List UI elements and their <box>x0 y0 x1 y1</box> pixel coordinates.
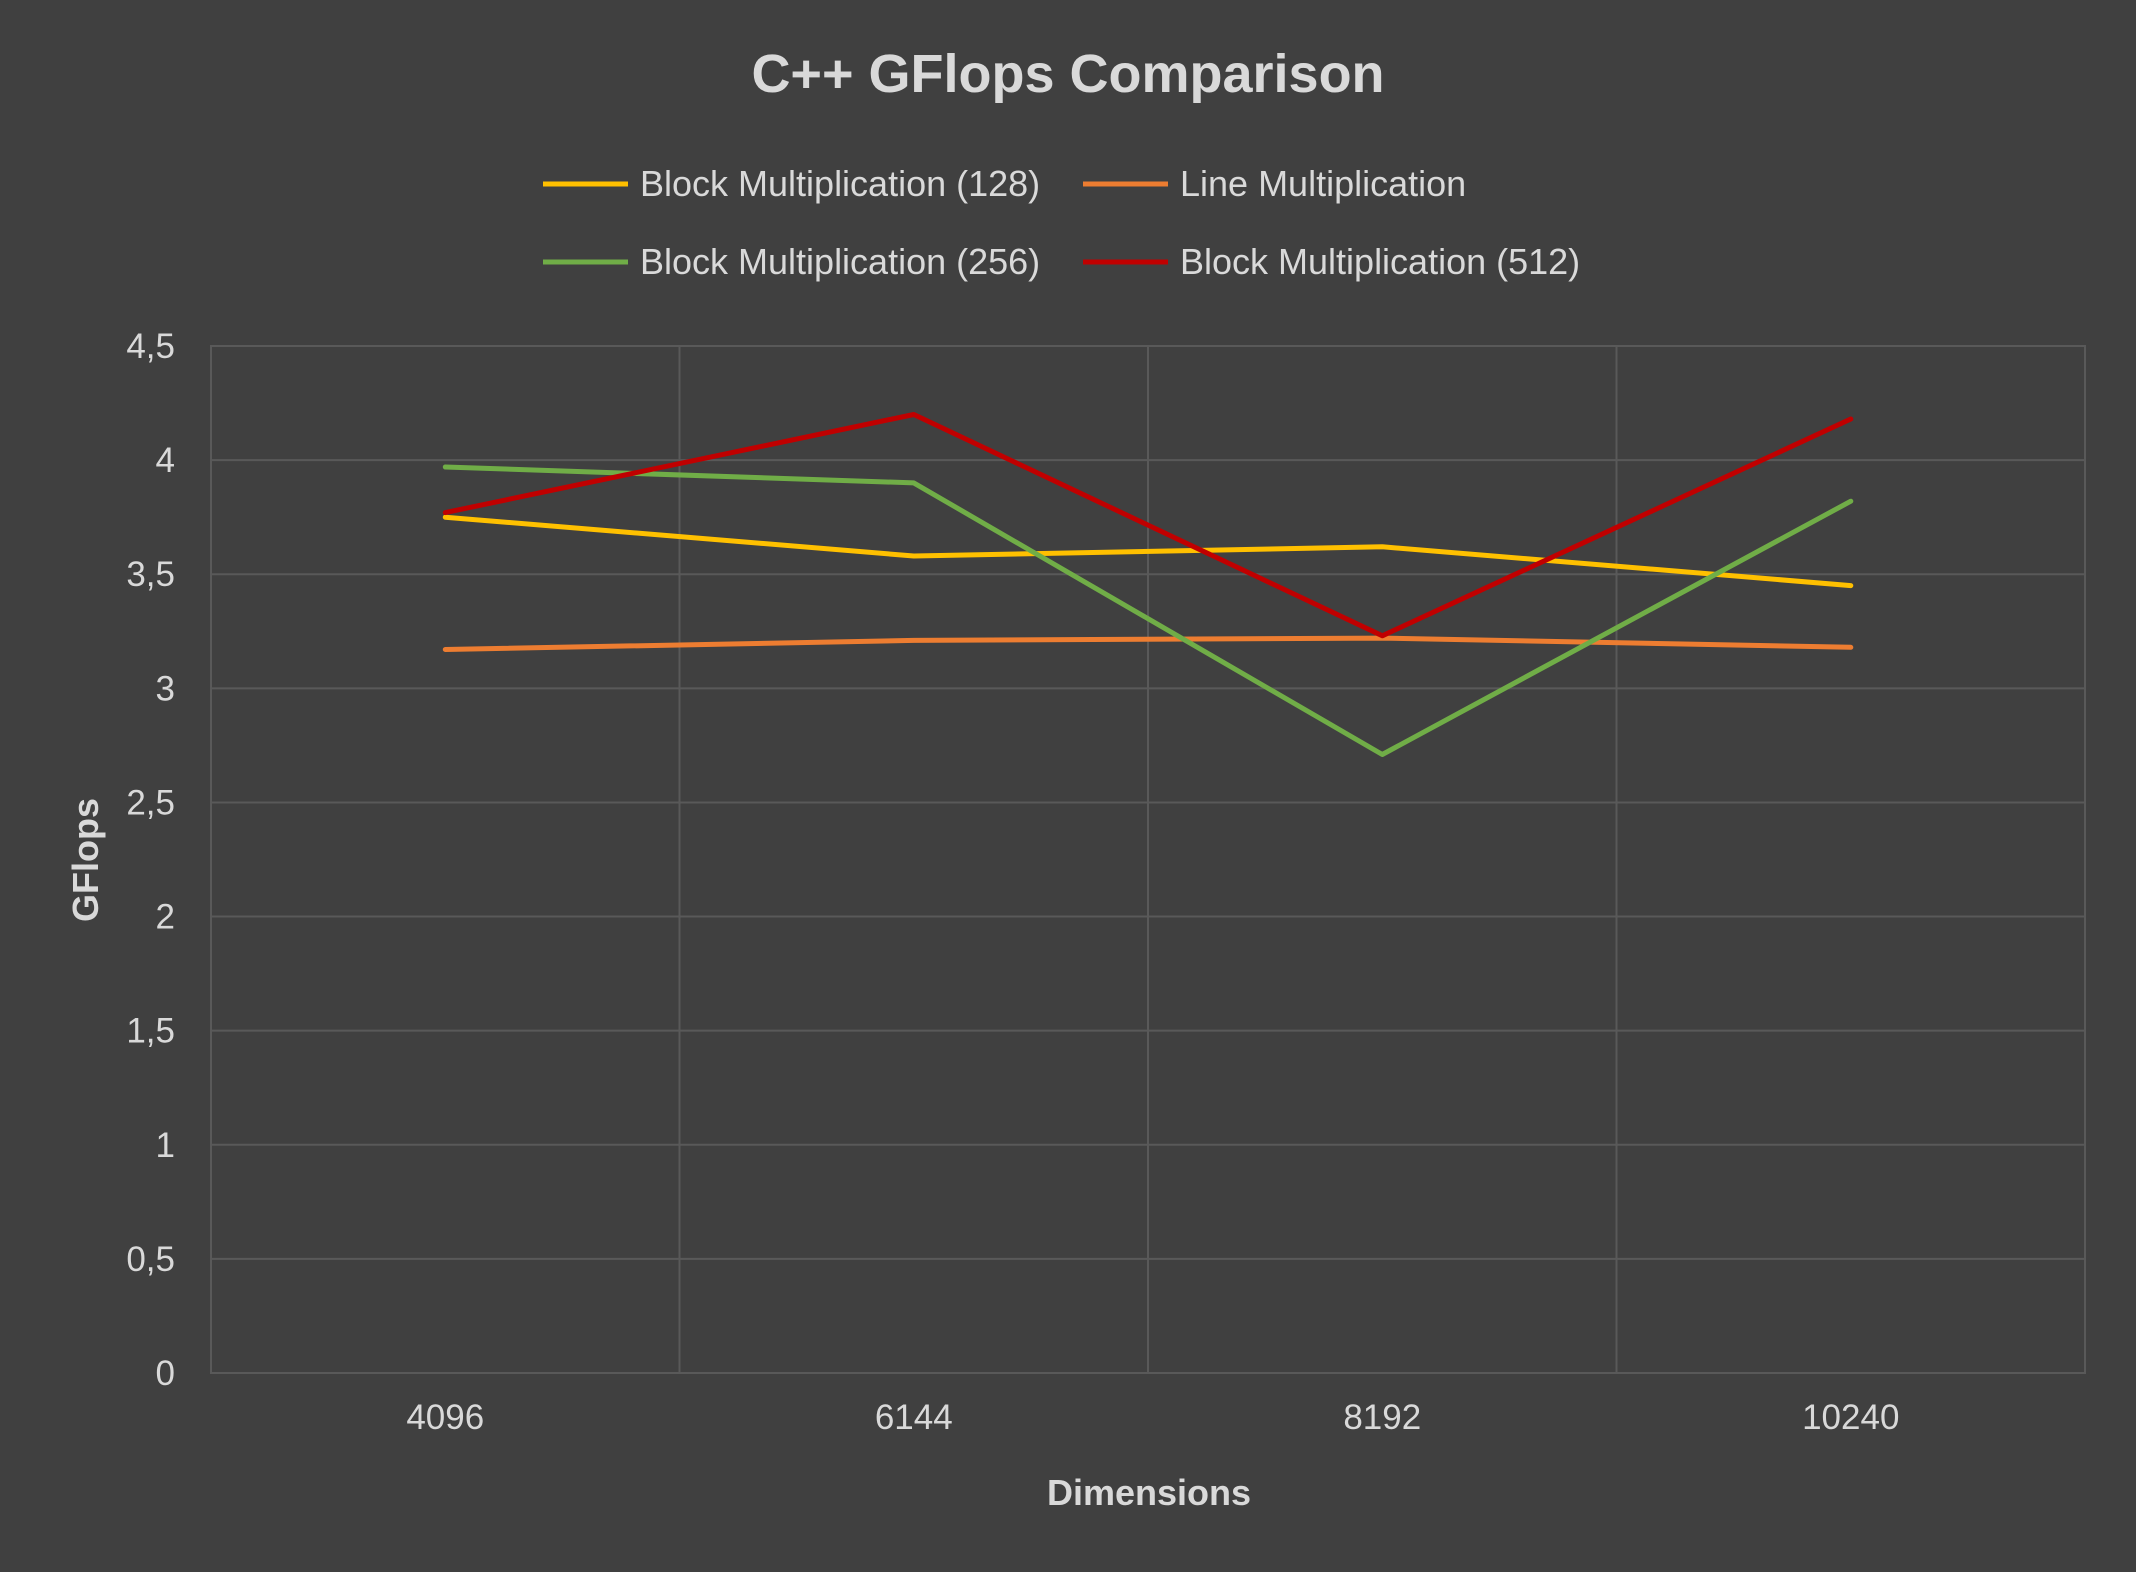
y-tick-label: 1,5 <box>126 1012 175 1051</box>
y-tick-label: 0 <box>156 1354 175 1393</box>
legend-label: Block Multiplication (256) <box>640 241 1040 282</box>
y-tick-label: 4,5 <box>126 327 175 366</box>
x-tick-label: 8192 <box>1343 1398 1421 1437</box>
x-axis-title: Dimensions <box>1047 1472 1251 1513</box>
y-tick-label: 2 <box>156 898 175 937</box>
legend-item: Block Multiplication (256) <box>543 241 1040 282</box>
legend-label: Block Multiplication (128) <box>640 163 1040 204</box>
chart-title: C++ GFlops Comparison <box>751 44 1384 104</box>
y-tick-label: 3 <box>156 669 175 708</box>
x-axis: 4096 6144 8192 10240 <box>406 1398 1899 1437</box>
legend: Block Multiplication (128) Line Multiplic… <box>543 163 1580 282</box>
y-tick-label: 2,5 <box>126 783 175 822</box>
y-axis-title: GFlops <box>65 798 106 922</box>
x-tick-label: 10240 <box>1802 1398 1899 1437</box>
series-line-4 <box>442 412 1854 639</box>
series-line-3 <box>442 464 1854 757</box>
x-tick-label: 4096 <box>406 1398 484 1437</box>
legend-item: Block Multiplication (128) <box>543 163 1040 204</box>
legend-item: Line Multiplication <box>1083 163 1466 204</box>
legend-label: Line Multiplication <box>1180 163 1466 204</box>
y-tick-label: 0,5 <box>126 1240 175 1279</box>
plot-border <box>210 345 2086 1374</box>
y-tick-label: 4 <box>156 441 175 480</box>
series-line-1 <box>442 514 1854 589</box>
x-tick-label: 6144 <box>875 1398 953 1437</box>
y-axis: 0 0,5 1 1,5 2 2,5 3 3,5 4 4,5 <box>126 327 175 1393</box>
y-tick-label: 1 <box>156 1126 175 1165</box>
legend-label: Block Multiplication (512) <box>1180 241 1580 282</box>
y-tick-label: 3,5 <box>126 555 175 594</box>
legend-item: Block Multiplication (512) <box>1083 241 1580 282</box>
series-line-2 <box>442 635 1854 652</box>
plot-area <box>210 345 2086 1374</box>
series-layer <box>442 412 1854 757</box>
